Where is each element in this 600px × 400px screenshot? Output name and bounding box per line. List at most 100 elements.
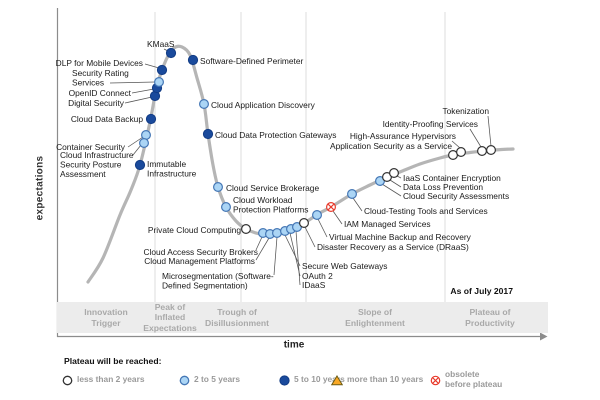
point-cloud-data-protection-gateways <box>202 128 214 140</box>
as-of-date-note: As of July 2017 <box>450 286 513 296</box>
leader-line-high-assurance-hypervisors <box>451 140 461 149</box>
circle-lightblue-icon <box>179 375 190 385</box>
phase-label-innovation-trigger: Innovation Trigger <box>84 307 128 328</box>
label-cloud-data-protection-gateways: Cloud Data Protection Gateways <box>215 130 337 140</box>
legend-item-label-line: before plateau <box>445 379 503 389</box>
label-disaster-recovery-as-a-service-draas: Disaster Recovery as a Service (DRaaS) <box>317 242 469 252</box>
label-private-cloud-computing: Private Cloud Computing <box>148 225 241 235</box>
point-tokenization <box>486 145 497 156</box>
phase-label-plateau-of-productivity: Plateau of Productivity <box>465 307 515 328</box>
phase-label-slope-of-enlightenment: Slope of Enlightenment <box>345 307 405 328</box>
leader-line-oauth-2 <box>289 232 301 277</box>
label-application-security-as-a-service: Application Security as a Service <box>330 141 452 151</box>
leader-line-container-security <box>127 136 144 148</box>
label-idaas: IDaaS <box>302 280 326 290</box>
circle-darkblue-icon <box>279 374 290 386</box>
label-digital-security: Digital Security <box>68 98 125 108</box>
legend-item-label-line: obsolete <box>445 369 480 380</box>
leader-line-openid-connect <box>131 88 155 94</box>
leader-line-tokenization <box>487 115 492 147</box>
leader-line-disaster-recovery-as-a-service-draas <box>304 226 316 248</box>
leader-line-secure-web-gateways <box>284 234 301 267</box>
legend-item-less-than-2-years: less than 2 years <box>62 370 145 390</box>
legend-item-label: less than 2 years <box>77 374 145 385</box>
x-axis-arrow-icon <box>540 332 548 341</box>
x-axis-label: time <box>283 339 305 351</box>
label-iam-managed-services: IAM Managed Services <box>344 219 431 229</box>
point-identity-proofing-services <box>477 146 488 157</box>
point-container-security <box>141 130 152 141</box>
leader-line-cloud-infrastructure <box>132 144 142 156</box>
circle-white-icon <box>62 375 73 385</box>
leader-line-security-rating <box>109 81 156 84</box>
point-cloud-application-discovery <box>199 98 210 109</box>
triangle-orange-icon <box>331 374 343 385</box>
leader-line-cloud-access-security-brokers <box>255 236 263 251</box>
point-private-cloud-computing <box>241 224 252 235</box>
label-cloud-data-backup: Cloud Data Backup <box>71 114 144 124</box>
point-security-rating <box>154 76 165 87</box>
leader-line-iam-managed-services <box>332 210 343 225</box>
point-disaster-recovery-as-a-service-draas <box>299 218 310 229</box>
label-cloud-infrastructure: Cloud Infrastructure Security Posture Asse… <box>60 150 134 179</box>
legend-title: Plateau will be reached: <box>64 356 162 366</box>
label-cloud-access-security-brokers: Cloud Access Security Brokers <box>143 247 258 257</box>
label-secure-web-gateways: Secure Web Gateways <box>302 261 388 271</box>
label-cloud-application-discovery: Cloud Application Discovery <box>211 100 316 110</box>
leader-line-idaas <box>295 230 301 286</box>
label-cloud-testing-tools-and-services: Cloud-Testing Tools and Services <box>364 206 488 216</box>
legend-item-2-to-5-years: 2 to 5 years <box>179 370 240 390</box>
label-software-defined-perimeter: Software-Defined Perimeter <box>200 56 304 66</box>
point-software-defined-perimeter <box>187 54 199 66</box>
legend-item-label: 2 to 5 years <box>194 374 241 385</box>
point-cloud-workload <box>221 202 232 213</box>
leader-line-cloud-security-assessments <box>381 183 402 197</box>
leader-line-identity-proofing-services <box>469 128 482 148</box>
point-immutable <box>134 159 146 171</box>
label-cloud-management-platforms: Cloud Management Platforms <box>144 256 255 266</box>
leader-line-microsegmentation-software <box>273 236 278 276</box>
legend-item-more-than-10-years: more than 10 years <box>331 370 423 390</box>
phase-band <box>57 302 548 333</box>
y-axis-label: expectations <box>34 155 46 221</box>
leader-line-dlp-for-mobile-devices <box>144 63 160 69</box>
leader-line-cloud-testing-tools-and-services <box>352 197 363 212</box>
leader-line-digital-security <box>124 96 153 104</box>
point-cloud-testing-tools-and-services <box>347 189 358 200</box>
label-data-loss-prevention: Data Loss Prevention <box>403 182 483 192</box>
leader-line-cloud-management-platforms <box>255 237 270 261</box>
label-iaas-container-encryption: IaaS Container Encryption <box>403 173 501 183</box>
leader-line-data-loss-prevention <box>389 179 402 188</box>
point-iam-managed-services-cross <box>327 203 335 211</box>
label-high-assurance-hypervisors: High-Assurance Hypervisors <box>350 131 456 141</box>
point-microsegmentation-software <box>272 228 283 239</box>
legend-item-obsolete-before-plateau: obsolete before plateau <box>430 370 502 390</box>
point-dlp-for-mobile-devices <box>156 64 168 76</box>
phase-label-peak-of-inflated-expectations: Peak of Inflated Expectations <box>143 302 197 333</box>
legend-item-5-to-10-years: 5 to 10 years <box>279 370 345 390</box>
point-iaas-container-encryption <box>389 168 400 179</box>
label-security-rating: Security Rating Services <box>72 68 129 87</box>
phase-label-trough-of-disillusionment: Trough of Disillusionment <box>205 307 269 328</box>
legend: Plateau will be reached: less than 2 yea… <box>0 352 600 396</box>
label-container-security: Container Security <box>56 142 126 152</box>
legend-item-label: 5 to 10 years <box>294 374 345 385</box>
point-high-assurance-hypervisors <box>456 147 467 158</box>
leader-line-virtual-machine-backup-and-recovery <box>317 218 328 238</box>
obsolete-cross-circle-icon <box>430 375 441 385</box>
label-dlp-for-mobile-devices: DLP for Mobile Devices <box>56 58 143 68</box>
label-kmaas: KMaaS <box>147 39 175 49</box>
label-cloud-security-assessments: Cloud Security Assessments <box>403 191 509 201</box>
label-cloud-service-brokerage: Cloud Service Brokerage <box>226 183 319 193</box>
label-openid-connect: OpenID Connect <box>69 88 132 98</box>
point-kmaas <box>165 47 177 59</box>
point-cloud-infrastructure <box>139 138 150 149</box>
point-virtual-machine-backup-and-recovery <box>312 210 323 221</box>
label-oauth-2: OAuth 2 <box>302 271 333 281</box>
legend-item-label: more than 10 years <box>347 374 424 385</box>
label-cloud-workload: Cloud Workload Protection Platforms <box>233 195 308 214</box>
label-microsegmentation-software: Microsegmentation (Software-Defined Segm… <box>162 271 274 290</box>
point-cloud-service-brokerage <box>213 182 224 193</box>
